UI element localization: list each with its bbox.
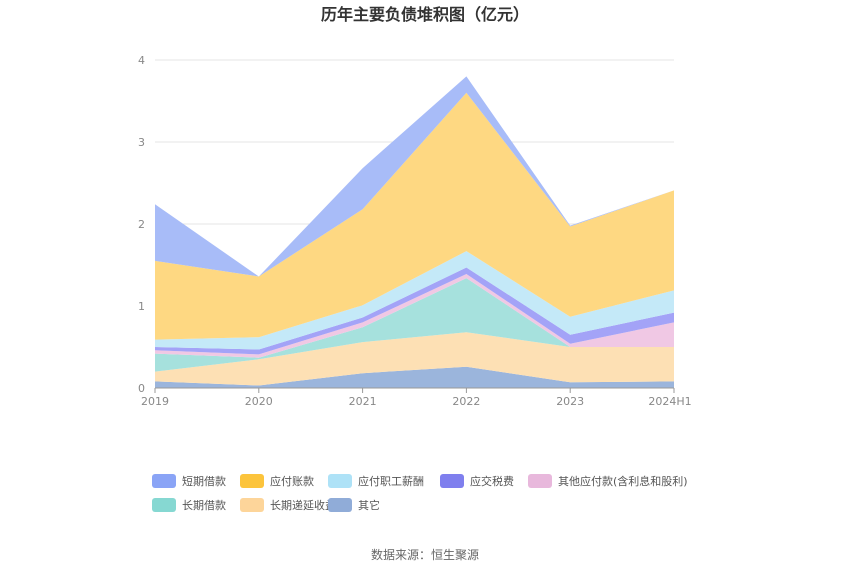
legend-label: 长期递延收益	[270, 498, 336, 512]
x-tick-label: 2020	[245, 395, 273, 408]
x-tick-label: 2022	[452, 395, 480, 408]
legend-swatch	[528, 474, 552, 488]
legend-item: 其他应付款(含利息和股利)	[528, 474, 688, 488]
x-tick-label: 2019	[141, 395, 169, 408]
chart-title: 历年主要负债堆积图（亿元）	[321, 5, 529, 24]
legend-label: 应交税费	[470, 474, 514, 488]
y-tick-label: 2	[138, 218, 145, 231]
legend-item: 短期借款	[152, 474, 226, 488]
legend-swatch	[440, 474, 464, 488]
legend-item: 长期递延收益	[240, 498, 336, 512]
legend-label: 其它	[358, 498, 380, 512]
legend: 短期借款 应付账款 应付职工薪酬 应交税费 其他应付款(含利息和股利) 长期借款 长期递延收…	[152, 474, 688, 512]
legend-item: 长期借款	[152, 498, 226, 512]
legend-swatch	[152, 498, 176, 512]
area-series-8	[155, 76, 674, 277]
y-axis: 0 1 2 3 4	[138, 54, 145, 395]
area-series	[155, 76, 674, 388]
x-axis: 2019 2020 2021 2022 2023 2024H1	[141, 387, 692, 408]
legend-swatch	[152, 474, 176, 488]
y-tick-label: 4	[138, 54, 145, 67]
legend-label: 长期借款	[182, 498, 226, 512]
area-series-3	[155, 278, 674, 372]
legend-label: 其他应付款(含利息和股利)	[558, 474, 688, 488]
area-series-7	[155, 92, 674, 340]
y-tick-label: 0	[138, 382, 145, 395]
legend-item: 应交税费	[440, 474, 514, 488]
y-tick-label: 3	[138, 136, 145, 149]
y-tick-label: 1	[138, 300, 145, 313]
legend-swatch	[240, 498, 264, 512]
area-series-6	[155, 251, 674, 350]
area-series-1	[155, 366, 674, 388]
data-source: 数据来源：恒生聚源	[371, 547, 479, 562]
legend-item: 应付职工薪酬	[328, 474, 424, 488]
x-tick-label: 2021	[349, 395, 377, 408]
legend-swatch	[240, 474, 264, 488]
legend-swatch	[328, 498, 352, 512]
legend-label: 应付职工薪酬	[358, 474, 424, 488]
legend-label: 短期借款	[182, 474, 226, 488]
x-tick-label: 2023	[556, 395, 584, 408]
legend-item: 应付账款	[240, 474, 314, 488]
legend-swatch	[328, 474, 352, 488]
x-tick-label: 2024H1	[648, 395, 691, 408]
legend-label: 应付账款	[270, 474, 314, 488]
legend-item: 其它	[328, 498, 380, 512]
area-series-2	[155, 332, 674, 386]
